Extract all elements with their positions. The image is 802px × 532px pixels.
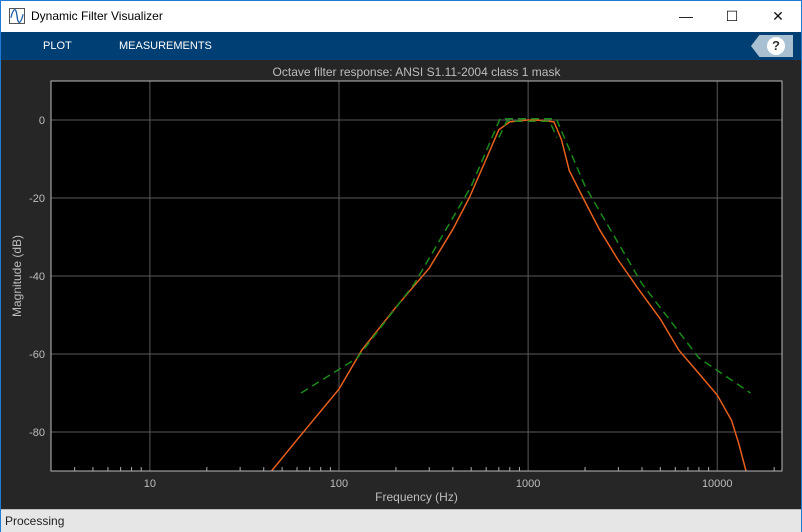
x-tick-label: 10000: [702, 478, 733, 490]
chart-title: Octave filter response: ANSI S1.11-2004 …: [273, 65, 562, 79]
y-tick-label: -40: [29, 271, 45, 283]
y-tick-label: 0: [39, 115, 45, 127]
plot-panel: 10 100 1000 10000 0 -20 -40 -60 -80 Octave filter…: [1, 60, 801, 509]
y-tick-label: -60: [29, 349, 45, 361]
plot-border: [50, 80, 783, 472]
y-axis-label: Magnitude (dB): [10, 235, 24, 317]
tab-measurements[interactable]: MEASUREMENTS: [119, 40, 212, 52]
close-button[interactable]: ✕: [772, 8, 784, 24]
status-bar: Processing: [1, 509, 801, 532]
tab-plot[interactable]: PLOT: [43, 40, 72, 52]
x-axis-label: Frequency (Hz): [375, 490, 458, 504]
help-icon: ?: [767, 37, 785, 55]
chart[interactable]: 10 100 1000 10000 0 -20 -40 -60 -80 Octave filter…: [1, 60, 801, 509]
x-tick-label: 1000: [516, 478, 540, 490]
window-title: Dynamic Filter Visualizer: [31, 9, 163, 23]
minimize-button[interactable]: —: [679, 8, 693, 24]
y-tick-label: -80: [29, 427, 45, 439]
title-bar: Dynamic Filter Visualizer — ☐ ✕: [1, 1, 801, 32]
toolstrip: PLOT MEASUREMENTS ?: [1, 32, 801, 60]
status-text: Processing: [5, 514, 65, 528]
x-tick-label: 100: [330, 478, 348, 490]
maximize-button[interactable]: ☐: [725, 8, 739, 24]
x-tick-label: 10: [144, 478, 156, 490]
series-line-2: [498, 120, 558, 138]
waveform-icon: [9, 8, 25, 24]
help-button[interactable]: ?: [751, 35, 793, 57]
y-tick-label: -20: [29, 193, 45, 205]
